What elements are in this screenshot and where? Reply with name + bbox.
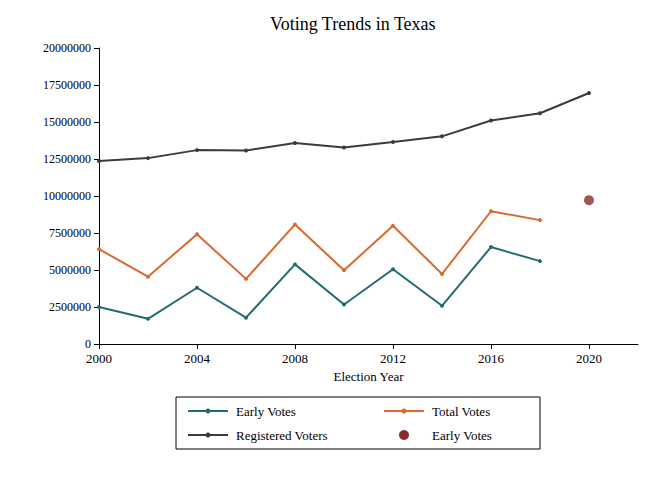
svg-text:2012: 2012 [380, 351, 406, 366]
svg-text:Total Votes: Total Votes [432, 404, 490, 419]
svg-text:2008: 2008 [282, 351, 308, 366]
svg-text:Registered Voters: Registered Voters [236, 428, 328, 443]
svg-text:2500000: 2500000 [49, 300, 91, 314]
svg-text:7500000: 7500000 [49, 226, 91, 240]
svg-text:Early Votes: Early Votes [432, 428, 492, 443]
svg-text:2020: 2020 [576, 351, 602, 366]
svg-text:Election Year: Election Year [333, 369, 404, 384]
svg-text:15000000: 15000000 [43, 115, 91, 129]
svg-text:20000000: 20000000 [43, 41, 91, 55]
svg-text:2000: 2000 [86, 351, 112, 366]
svg-text:2016: 2016 [478, 351, 505, 366]
svg-text:17500000: 17500000 [43, 78, 91, 92]
svg-text:Early Votes: Early Votes [236, 404, 296, 419]
svg-text:10000000: 10000000 [43, 189, 91, 203]
svg-text:5000000: 5000000 [49, 263, 91, 277]
svg-text:2004: 2004 [184, 351, 211, 366]
svg-text:Voting Trends in Texas: Voting Trends in Texas [270, 14, 436, 34]
svg-text:0: 0 [85, 337, 91, 351]
svg-text:12500000: 12500000 [43, 152, 91, 166]
